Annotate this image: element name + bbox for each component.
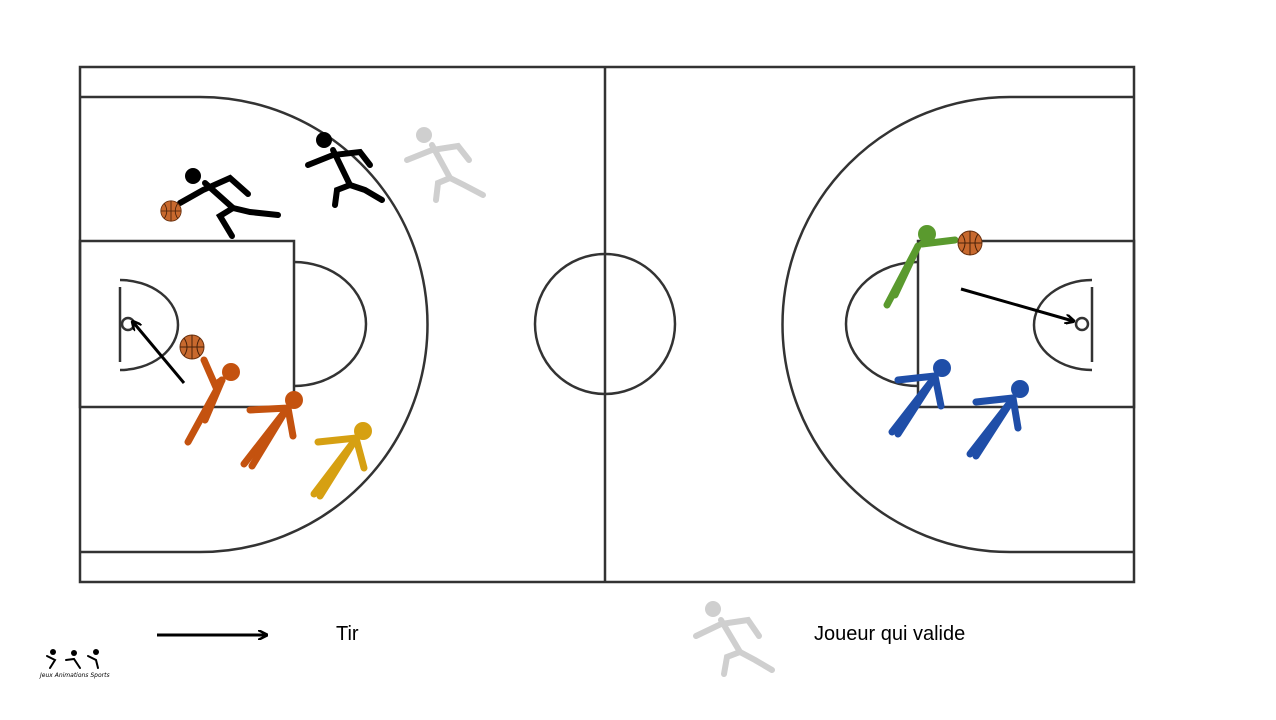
legend-validator-label: Joueur qui valide xyxy=(814,623,966,645)
shot-arrow-left xyxy=(133,322,186,384)
player-black-dribbler xyxy=(177,168,281,239)
legend-shot-label: Tir xyxy=(336,623,359,645)
center-circle xyxy=(533,252,677,396)
left-key xyxy=(78,239,296,409)
logo-text: Jeux Animations Sports xyxy=(40,672,110,679)
player-black-runner xyxy=(305,132,385,208)
right-three-point-line xyxy=(781,95,1134,554)
basketball-icon xyxy=(160,200,182,222)
player-blue-2 xyxy=(966,380,1029,460)
player-orange-shooter xyxy=(184,356,240,446)
right-key xyxy=(916,239,1136,409)
basketball-icon xyxy=(179,334,205,360)
right-free-throw-arc xyxy=(844,260,919,388)
player-yellow xyxy=(310,422,372,500)
right-restricted-arc xyxy=(1032,278,1093,372)
court-lines xyxy=(78,65,1136,584)
left-free-throw-arc xyxy=(293,260,368,388)
runner-icon xyxy=(693,601,775,677)
left-three-point-line xyxy=(80,95,429,554)
logo-icon xyxy=(46,649,99,669)
player-orange-second xyxy=(240,391,303,470)
right-hoop xyxy=(1074,316,1090,332)
left-hoop xyxy=(120,316,136,332)
player-green-shooter xyxy=(883,225,959,309)
left-restricted-arc xyxy=(119,278,180,372)
shot-arrow-right xyxy=(960,287,1073,321)
player-grey-validator xyxy=(404,127,486,203)
basketball-icon xyxy=(957,230,983,256)
player-blue-1 xyxy=(888,359,951,438)
court-boundary xyxy=(78,65,1136,584)
